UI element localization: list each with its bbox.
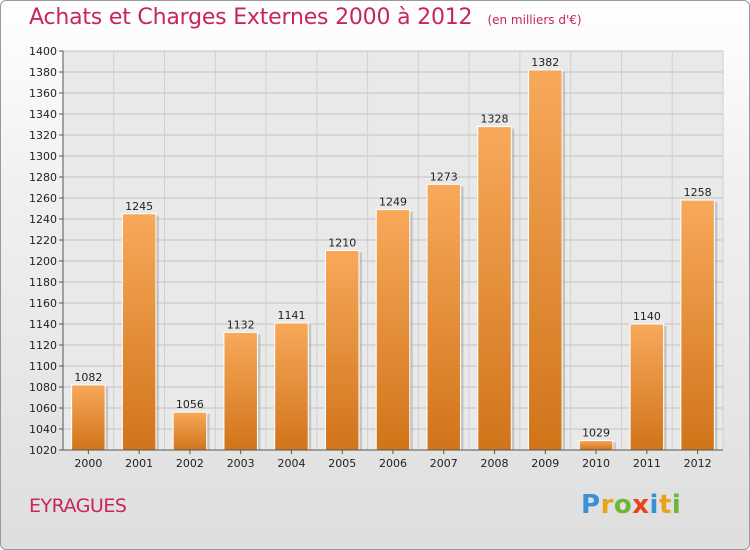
data-label: 1328 xyxy=(481,113,509,126)
logo-letter: o xyxy=(613,490,633,520)
bar-2000[interactable] xyxy=(71,384,106,451)
data-label: 1132 xyxy=(227,318,255,331)
bar-2010[interactable] xyxy=(578,440,614,451)
bar-2009[interactable] xyxy=(528,69,563,451)
logo-letter: i xyxy=(649,490,659,520)
x-tick-label: 2007 xyxy=(430,457,458,470)
logo-letter: i xyxy=(671,490,682,520)
bar-2012[interactable] xyxy=(680,199,715,451)
data-label: 1029 xyxy=(582,427,610,440)
bar-2006[interactable] xyxy=(375,209,411,451)
bar-2008[interactable] xyxy=(477,126,512,451)
x-tick-label: 2003 xyxy=(227,457,255,470)
data-label: 1082 xyxy=(74,371,102,384)
proxiti-logo[interactable]: Proxiti xyxy=(581,490,681,520)
data-label: 1140 xyxy=(633,310,661,323)
data-label: 1210 xyxy=(328,237,356,250)
logo-letter: r xyxy=(600,490,614,520)
y-tick-label: 1240 xyxy=(29,213,57,226)
y-tick-label: 1100 xyxy=(29,360,57,373)
bar-2005[interactable] xyxy=(324,250,360,451)
y-tick-label: 1080 xyxy=(29,381,57,394)
x-tick-label: 2001 xyxy=(125,457,153,470)
y-tick-label: 1300 xyxy=(29,150,57,163)
logo-letter: P xyxy=(581,490,601,520)
y-tick-label: 1140 xyxy=(29,318,57,331)
bar-2004[interactable] xyxy=(274,322,309,451)
y-tick-label: 1220 xyxy=(29,234,57,247)
y-tick-label: 1380 xyxy=(29,66,57,79)
x-tick-label: 2012 xyxy=(684,457,712,470)
data-label: 1382 xyxy=(531,56,559,69)
data-label: 1258 xyxy=(684,186,712,199)
y-tick-label: 1200 xyxy=(29,255,57,268)
logo-letter: t xyxy=(658,490,672,520)
bars-layer: 1082 1245 1056 1132 1141 1210 1249 1273 1328 1382… xyxy=(71,56,718,451)
bar-2002[interactable] xyxy=(172,411,208,451)
bar-2001[interactable] xyxy=(121,213,157,451)
y-tick-label: 1120 xyxy=(29,339,57,352)
y-tick-label: 1060 xyxy=(29,402,57,415)
y-tick-label: 1360 xyxy=(29,87,57,100)
data-label: 1245 xyxy=(125,200,153,213)
x-tick-label: 2011 xyxy=(633,457,661,470)
y-tick-label: 1040 xyxy=(29,423,57,436)
chart-title: Achats et Charges Externes 2000 à 2012 xyxy=(29,5,473,30)
y-tick-label: 1020 xyxy=(29,444,57,457)
y-tick-label: 1280 xyxy=(29,171,57,184)
x-tick-label: 2006 xyxy=(379,457,407,470)
data-label: 1249 xyxy=(379,196,407,209)
data-label: 1273 xyxy=(430,170,458,183)
bar-2003[interactable] xyxy=(223,331,258,451)
x-tick-label: 2004 xyxy=(277,457,305,470)
x-tick-label: 2005 xyxy=(328,457,356,470)
logo-letter: x xyxy=(632,490,650,520)
y-tick-label: 1260 xyxy=(29,192,57,205)
x-tick-label: 2000 xyxy=(74,457,102,470)
y-tick-label: 1160 xyxy=(29,297,57,310)
title-row: Achats et Charges Externes 2000 à 2012 (… xyxy=(29,5,582,30)
y-tick-label: 1340 xyxy=(29,108,57,121)
y-tick-label: 1180 xyxy=(29,276,57,289)
chart-subtitle: (en milliers d'€) xyxy=(487,13,582,27)
bar-2007[interactable] xyxy=(426,183,462,451)
axis-layer: 1020 1040 1060 1080 1100 1120 1140 1160 1180 1200… xyxy=(29,45,723,470)
commune-name: EYRAGUES xyxy=(29,495,127,517)
y-tick-label: 1400 xyxy=(29,45,57,58)
y-tick-label: 1320 xyxy=(29,129,57,142)
data-label: 1141 xyxy=(277,309,305,322)
x-tick-label: 2008 xyxy=(481,457,509,470)
bar-2011[interactable] xyxy=(629,323,665,451)
x-tick-label: 2009 xyxy=(531,457,559,470)
x-tick-label: 2002 xyxy=(176,457,204,470)
x-tick-label: 2010 xyxy=(582,457,610,470)
data-label: 1056 xyxy=(176,398,204,411)
